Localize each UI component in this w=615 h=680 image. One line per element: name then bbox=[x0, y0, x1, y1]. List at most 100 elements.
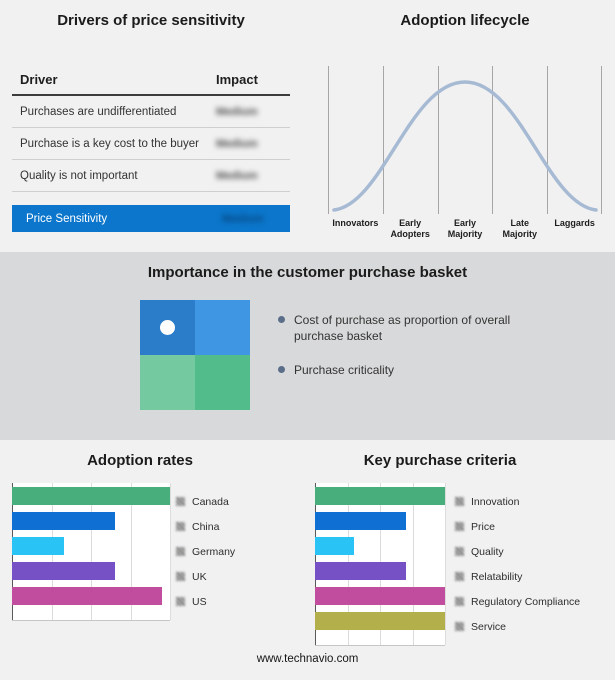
drivers-table: Driver Impact Purchases are undifferenti… bbox=[12, 68, 290, 232]
gridline bbox=[382, 66, 384, 214]
legend-label: US bbox=[192, 595, 207, 608]
legend-label: China bbox=[192, 520, 220, 533]
lifecycle-title: Adoption lifecycle bbox=[400, 12, 530, 29]
stage-label: Innovators bbox=[332, 218, 379, 228]
list-item: Cost of purchase as proportion of overal… bbox=[278, 312, 513, 344]
legend-label: Innovation bbox=[471, 495, 520, 508]
legend-marker-icon bbox=[455, 622, 464, 631]
lifecycle-stage-labels: Innovators Early Adopters Early Majority La… bbox=[328, 218, 602, 240]
gridline bbox=[130, 483, 132, 620]
key-purchase-criteria-legend: Innovation Price Quality Relatability Regula… bbox=[455, 483, 605, 639]
gridline bbox=[91, 483, 92, 620]
basket-title: Importance in the customer purchase bask… bbox=[147, 264, 468, 281]
legend-item: Innovation bbox=[455, 489, 605, 514]
bar bbox=[12, 511, 115, 530]
key-purchase-criteria-plot bbox=[315, 483, 446, 646]
gridline bbox=[412, 483, 414, 645]
quadrant-cell bbox=[140, 355, 195, 410]
table-row: Quality is not important Medium bbox=[12, 160, 290, 192]
legend-item: Canada bbox=[176, 489, 286, 514]
quadrant-cell bbox=[195, 355, 250, 410]
basket-bullets: Cost of purchase as proportion of overal… bbox=[278, 312, 513, 397]
driver-cell: Purchases are undifferentiated bbox=[20, 105, 177, 118]
lifecycle-bell-curve bbox=[332, 80, 598, 212]
bar bbox=[315, 511, 406, 530]
adoption-rates-title: Adoption rates bbox=[87, 452, 193, 469]
legend-marker-icon bbox=[455, 497, 464, 506]
legend-marker-icon bbox=[455, 522, 464, 531]
legend-marker-icon bbox=[455, 597, 464, 606]
key-purchase-criteria-title: Key purchase criteria bbox=[363, 452, 517, 469]
legend-item: Regulatory Compliance bbox=[455, 589, 605, 614]
legend-label: Price bbox=[471, 520, 495, 533]
impact-cell-blurred: Medium bbox=[222, 212, 264, 225]
bar-row bbox=[315, 533, 445, 558]
bar bbox=[315, 536, 354, 555]
bar bbox=[12, 486, 170, 505]
bar-row bbox=[12, 508, 170, 533]
table-row: Purchase is a key cost to the buyer Medi… bbox=[12, 128, 290, 160]
bar bbox=[12, 561, 115, 580]
bar-row bbox=[12, 583, 170, 608]
stage-label: Early Majority bbox=[447, 218, 483, 239]
legend-item: Quality bbox=[455, 539, 605, 564]
drivers-title: Drivers of price sensitivity bbox=[57, 12, 245, 29]
impact-cell-blurred: Medium bbox=[216, 137, 258, 150]
legend-label: Relatability bbox=[471, 570, 523, 583]
gridline bbox=[601, 66, 602, 214]
bar bbox=[315, 486, 445, 505]
lifecycle-plot bbox=[328, 66, 602, 214]
bar bbox=[12, 586, 163, 605]
bar-row bbox=[12, 533, 170, 558]
gridline bbox=[170, 483, 171, 620]
bullet-text: Cost of purchase as proportion of overal… bbox=[294, 313, 511, 344]
gridline bbox=[328, 66, 329, 214]
bar-row bbox=[315, 558, 445, 583]
bar bbox=[12, 536, 65, 555]
driver-cell: Quality is not important bbox=[20, 169, 138, 182]
table-header: Driver Impact bbox=[12, 68, 290, 96]
col-header-impact: Impact bbox=[216, 72, 258, 87]
col-header-driver: Driver bbox=[20, 72, 58, 87]
legend-item: US bbox=[176, 589, 286, 614]
adoption-rates-plot bbox=[12, 483, 171, 621]
gridline bbox=[445, 483, 446, 645]
table-row: Purchases are undifferentiated Medium bbox=[12, 96, 290, 128]
legend-item: Service bbox=[455, 614, 605, 639]
impact-cell-blurred: Medium bbox=[216, 169, 258, 182]
bullet-icon bbox=[278, 366, 285, 374]
legend-marker-icon bbox=[455, 572, 464, 581]
legend-item: Germany bbox=[176, 539, 286, 564]
bar-row bbox=[315, 483, 445, 508]
impact-cell-blurred: Medium bbox=[216, 105, 258, 118]
legend-item: UK bbox=[176, 564, 286, 589]
gridline bbox=[492, 66, 494, 214]
legend-label: Germany bbox=[192, 545, 236, 558]
driver-cell: Purchase is a key cost to the buyer bbox=[20, 137, 199, 150]
price-sensitivity-row: Price Sensitivity Medium bbox=[12, 205, 290, 232]
legend-marker-icon bbox=[455, 547, 464, 556]
legend-marker-icon bbox=[176, 597, 185, 606]
legend-label: Service bbox=[471, 620, 507, 633]
quadrant-cell bbox=[195, 300, 250, 355]
gridline bbox=[437, 66, 439, 214]
legend-item: Relatability bbox=[455, 564, 605, 589]
stage-label: Early Adopters bbox=[390, 218, 430, 239]
bar bbox=[315, 561, 406, 580]
list-item: Purchase criticality bbox=[278, 362, 513, 378]
bar bbox=[315, 586, 445, 605]
bar-row bbox=[315, 508, 445, 533]
legend-label: Canada bbox=[192, 495, 229, 508]
purchase-basket-quadrant bbox=[140, 300, 250, 410]
bar-row bbox=[315, 583, 445, 608]
legend-item: Price bbox=[455, 514, 605, 539]
legend-marker-icon bbox=[176, 572, 185, 581]
legend-marker-icon bbox=[176, 547, 185, 556]
basket-band: Importance in the customer purchase bask… bbox=[0, 252, 615, 440]
bar-row bbox=[315, 608, 445, 633]
position-dot bbox=[160, 320, 175, 335]
bullet-icon bbox=[278, 316, 285, 323]
stage-label: Late Majority bbox=[502, 218, 538, 239]
legend-label: UK bbox=[192, 570, 207, 583]
stage-label: Laggards bbox=[554, 218, 595, 228]
